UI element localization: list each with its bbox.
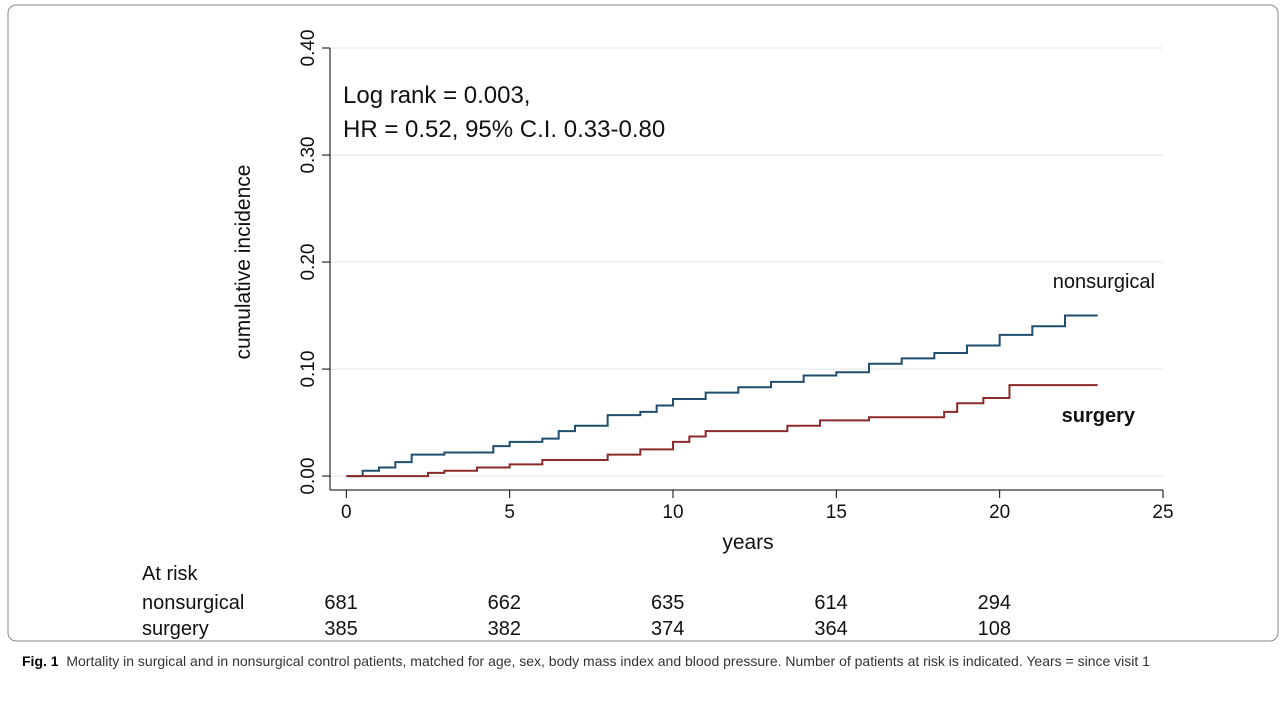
x-tick-label: 15 <box>826 502 847 523</box>
annotation: Log rank = 0.003, <box>343 82 530 109</box>
frame <box>7 4 1279 642</box>
caption-text: Mortality in surgical and in nonsurgical… <box>66 653 1150 669</box>
y-tick-label: 0.20 <box>298 244 319 281</box>
series-label: surgery <box>1062 405 1136 427</box>
at-risk-count: 374 <box>651 618 684 640</box>
x-tick-label: 25 <box>1152 502 1173 523</box>
x-tick-label: 0 <box>341 502 352 523</box>
at-risk-count: 614 <box>814 592 847 614</box>
at-risk-count: 294 <box>978 592 1011 614</box>
x-tick-label: 20 <box>989 502 1010 523</box>
at-risk-count: 364 <box>814 618 847 640</box>
y-tick-label: 0.30 <box>298 137 319 174</box>
annotation: HR = 0.52, 95% C.I. 0.33-0.80 <box>343 116 665 143</box>
y-axis-title: cumulative incidence <box>232 165 255 360</box>
series-label: nonsurgical <box>1053 271 1155 293</box>
at-risk-title: At risk <box>142 563 199 585</box>
x-axis-title: years <box>722 531 773 554</box>
caption: Fig. 1 Mortality in surgical and in nons… <box>22 650 1262 672</box>
series-line <box>346 314 1098 478</box>
y-tick-label: 0.10 <box>298 351 319 388</box>
at-risk-count: 635 <box>651 592 684 614</box>
caption-label: Fig. 1 <box>22 653 59 669</box>
y-tick-label: 0.00 <box>298 458 319 495</box>
chart: Log rank = 0.003, HR = 0.52, 95% C.I. 0.… <box>7 4 1279 642</box>
at-risk-count: 382 <box>488 618 521 640</box>
at-risk-count: 662 <box>488 592 521 614</box>
at-risk-count: 385 <box>324 618 357 640</box>
x-tick-label: 5 <box>504 502 515 523</box>
y-tick-label: 0.40 <box>298 30 319 67</box>
x-tick-label: 10 <box>662 502 683 523</box>
at-risk-count: 108 <box>978 618 1011 640</box>
at-risk-count: 681 <box>324 592 357 614</box>
series-line <box>346 384 1098 478</box>
at-risk-row-label: nonsurgical <box>142 592 244 614</box>
at-risk-row-label: surgery <box>142 618 209 640</box>
